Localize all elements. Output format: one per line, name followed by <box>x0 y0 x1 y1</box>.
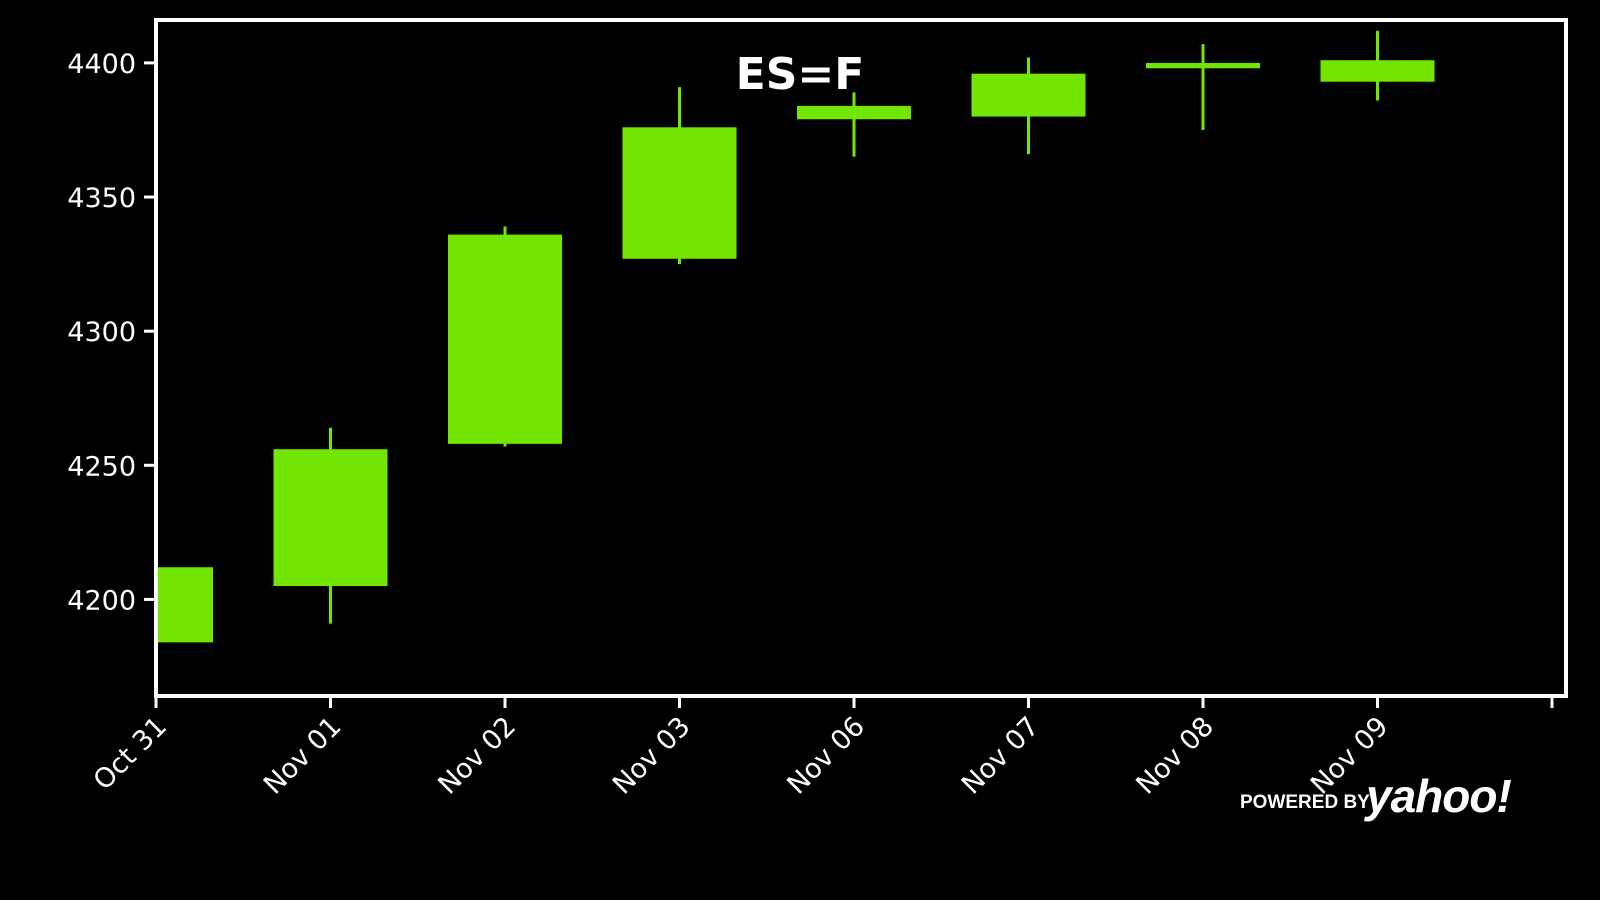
candle-body <box>448 234 562 444</box>
candle-nov-02 <box>448 226 562 447</box>
candle-body <box>273 449 388 587</box>
yahoo-logo: yahoo! <box>1364 770 1511 822</box>
y-tick-label: 4300 <box>67 317 136 348</box>
candle-body <box>622 127 737 259</box>
candle-nov-07 <box>971 57 1086 155</box>
plot-frame <box>154 18 1568 698</box>
y-tick-label: 4200 <box>67 585 136 616</box>
candle-body <box>971 73 1086 117</box>
candle-nov-08 <box>1146 44 1260 130</box>
candle-nov-01 <box>273 427 388 624</box>
y-axis-ticks: 4200 4250 4300 4350 4400 <box>67 49 156 616</box>
left-margin-mask <box>0 0 154 900</box>
powered-by-label: POWERED BY <box>1240 792 1370 813</box>
powered-by-yahoo-logo: POWERED BY yahoo! <box>1240 770 1512 822</box>
y-tick-label: 4250 <box>67 451 136 482</box>
chart-title: ES=F <box>736 49 865 100</box>
candle-nov-06 <box>797 92 911 157</box>
candle-nov-03 <box>622 87 737 265</box>
y-tick-label: 4350 <box>67 183 136 214</box>
candle-body <box>1146 62 1260 69</box>
candle-body <box>1320 60 1435 82</box>
y-tick-label: 4400 <box>67 49 136 80</box>
candle-body <box>797 105 911 120</box>
candle-nov-09 <box>1320 30 1435 101</box>
